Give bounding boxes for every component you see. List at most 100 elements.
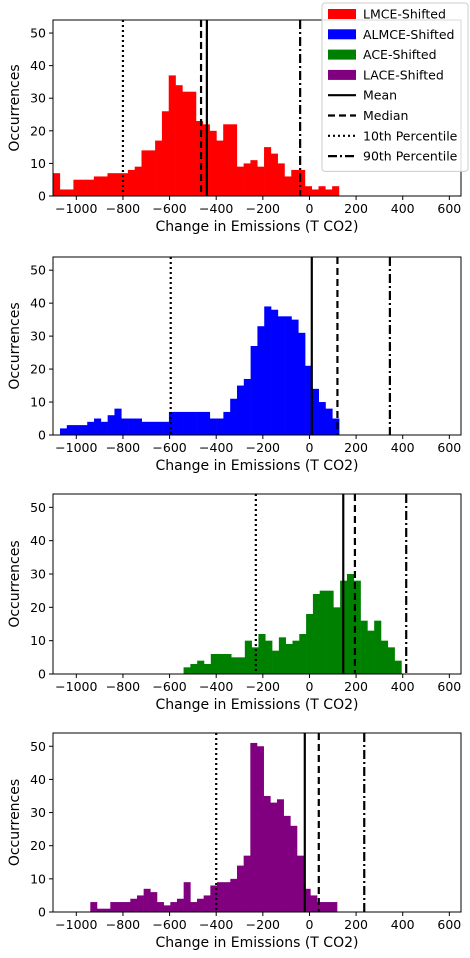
y-tick-label: 30 — [30, 805, 46, 820]
histogram-bar — [264, 306, 272, 435]
x-tick-label: −1000 — [55, 440, 97, 455]
histogram-bar — [243, 163, 251, 196]
y-tick-label: 40 — [30, 772, 46, 787]
histogram-bar — [270, 802, 278, 912]
y-tick-label: 40 — [30, 296, 46, 311]
x-tick-label: 600 — [437, 679, 461, 694]
histogram-bar — [66, 425, 74, 435]
x-axis-label: Change in Emissions (T CO2) — [156, 935, 359, 951]
histogram-bar — [264, 147, 272, 196]
x-tick-label: 0 — [305, 679, 313, 694]
histogram-bar — [141, 150, 149, 196]
histogram-bar — [170, 902, 178, 912]
histogram-bar — [148, 150, 156, 196]
histogram-bar — [128, 418, 136, 435]
histogram-bar — [291, 169, 299, 196]
histogram-bar — [123, 902, 131, 912]
histogram-bar — [134, 166, 142, 196]
histogram-bar — [127, 169, 135, 196]
histogram-bar — [236, 385, 245, 435]
histogram-bar — [298, 169, 306, 196]
x-tick-label: −400 — [199, 440, 233, 455]
histogram-bar — [175, 85, 183, 196]
histogram-bar — [278, 637, 286, 674]
histogram-bar — [291, 319, 299, 435]
histogram-bar — [272, 650, 280, 674]
histogram-bar — [257, 746, 264, 912]
histogram-bar — [134, 418, 142, 435]
x-tick-label: 600 — [437, 917, 461, 932]
x-tick-label: −1000 — [55, 201, 97, 216]
histogram-bar — [258, 634, 266, 674]
histogram-bar — [190, 664, 198, 674]
histogram-bar — [93, 176, 101, 196]
y-tick-label: 50 — [30, 26, 46, 41]
histogram-bar — [59, 428, 68, 435]
histogram-bar — [176, 898, 184, 912]
histogram-bar — [304, 186, 312, 196]
histogram-bar — [380, 640, 389, 674]
histogram-bar — [326, 590, 334, 674]
histogram-bar — [121, 173, 129, 196]
x-tick-label: 200 — [344, 679, 368, 694]
histogram-bar — [80, 179, 88, 196]
histogram-bar — [141, 421, 149, 435]
histogram-bar — [196, 898, 204, 912]
x-tick-label: 400 — [391, 201, 415, 216]
y-axis-label: Occurrences — [7, 302, 23, 389]
histogram-bar — [114, 173, 122, 196]
histogram-bar — [230, 124, 238, 196]
x-tick-label: −400 — [199, 679, 233, 694]
histogram-bar — [107, 173, 115, 196]
histogram-bar — [161, 111, 170, 196]
y-tick-label: 50 — [30, 739, 46, 754]
legend-label: Median — [363, 108, 408, 123]
histogram-bar — [271, 309, 279, 435]
histogram-bar — [96, 908, 104, 912]
histogram-bar — [318, 186, 326, 196]
histogram-bar — [305, 365, 313, 435]
histogram-bar — [114, 408, 122, 435]
histogram-bar — [189, 411, 197, 435]
histogram-bar — [353, 580, 361, 674]
histogram-bar — [332, 186, 340, 196]
y-axis-label: Occurrences — [7, 779, 23, 866]
legend-label: Mean — [363, 88, 397, 103]
y-tick-label: 10 — [30, 871, 46, 886]
histogram-bar — [238, 657, 246, 674]
chart-panel-3: −1000 −800 −600 −400 −200 0 200 400 600 0 10 20 30 40… — [7, 493, 462, 713]
histogram-bar — [394, 660, 402, 674]
histogram-bar — [100, 421, 108, 435]
y-axis-label: Occurrences — [7, 540, 23, 627]
x-tick-label: 600 — [437, 440, 461, 455]
legend-label: LMCE-Shifted — [363, 7, 446, 22]
histogram-bar — [284, 316, 292, 435]
histogram-bar — [243, 378, 251, 435]
x-tick-label: −1000 — [55, 917, 97, 932]
histogram-bar — [236, 166, 244, 196]
histogram-bar — [250, 160, 258, 196]
histogram-bar — [209, 130, 217, 196]
histogram-bar — [216, 882, 224, 912]
legend: LMCE-Shifted ALMCE-Shifted ACE-Shifted LACE… — [321, 2, 469, 172]
chart-panel-1: −1000 −800 −600 −400 −200 0 200 400 600 0 10 20 30 40… — [7, 19, 462, 235]
y-tick-label: 0 — [38, 189, 46, 204]
histogram-bar — [283, 815, 291, 912]
histogram-bar — [59, 189, 67, 196]
histogram-bar — [244, 640, 252, 674]
histogram-bar — [217, 654, 225, 674]
histogram-bar — [250, 346, 258, 435]
histogram-bar — [299, 634, 307, 674]
histogram-bar — [190, 902, 198, 912]
histogram-bar — [73, 425, 81, 435]
histogram-bar — [257, 166, 265, 196]
histogram-bar — [311, 189, 319, 196]
histogram-bar — [236, 865, 244, 912]
histogram-bar — [110, 902, 118, 912]
histogram-bar — [224, 654, 232, 674]
histogram-bar — [332, 418, 340, 435]
legend-swatch — [328, 49, 356, 60]
histogram-bar — [263, 795, 271, 912]
histogram-bar — [103, 908, 111, 912]
